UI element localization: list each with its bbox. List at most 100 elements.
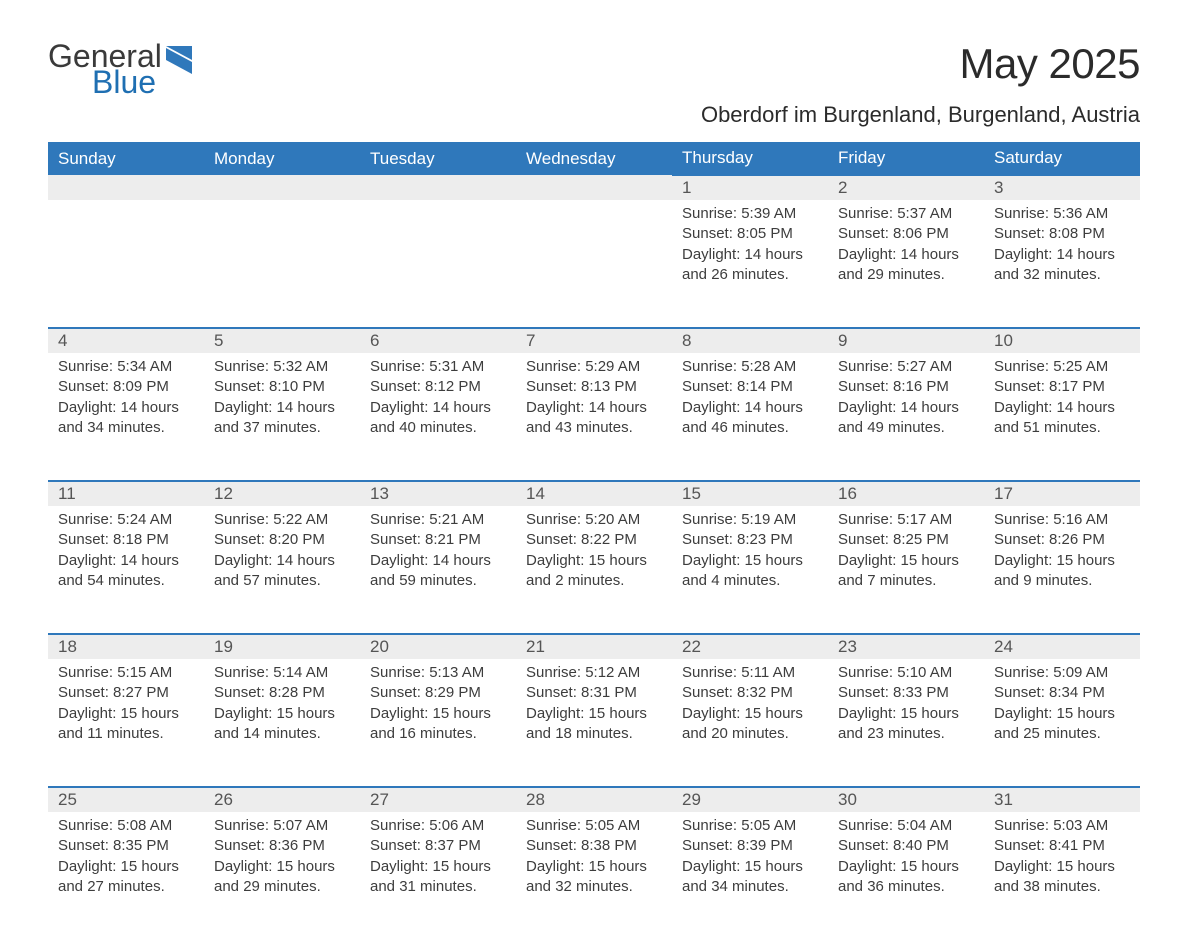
day-day2: and 43 minutes. bbox=[526, 418, 662, 438]
day-day1: Daylight: 14 hours bbox=[58, 551, 194, 571]
day-cell: Sunrise: 5:06 AMSunset: 8:37 PMDaylight:… bbox=[360, 812, 516, 940]
day-day2: and 34 minutes. bbox=[58, 418, 194, 438]
day-sunset: Sunset: 8:06 PM bbox=[838, 224, 974, 244]
logo: General Blue bbox=[48, 40, 206, 98]
month-title: May 2025 bbox=[701, 40, 1140, 88]
day-header-row: Sunday Monday Tuesday Wednesday Thursday… bbox=[48, 142, 1140, 175]
data-row: Sunrise: 5:24 AMSunset: 8:18 PMDaylight:… bbox=[48, 506, 1140, 634]
day-sunrise: Sunrise: 5:20 AM bbox=[526, 510, 662, 530]
day-cell: Sunrise: 5:25 AMSunset: 8:17 PMDaylight:… bbox=[984, 353, 1140, 481]
day-number: 28 bbox=[516, 787, 672, 812]
day-cell: Sunrise: 5:22 AMSunset: 8:20 PMDaylight:… bbox=[204, 506, 360, 634]
day-sunrise: Sunrise: 5:29 AM bbox=[526, 357, 662, 377]
day-sunrise: Sunrise: 5:12 AM bbox=[526, 663, 662, 683]
day-day2: and 34 minutes. bbox=[682, 877, 818, 897]
day-day1: Daylight: 15 hours bbox=[682, 551, 818, 571]
day-sunrise: Sunrise: 5:16 AM bbox=[994, 510, 1130, 530]
day-day1: Daylight: 15 hours bbox=[838, 704, 974, 724]
day-sunset: Sunset: 8:29 PM bbox=[370, 683, 506, 703]
day-sunset: Sunset: 8:16 PM bbox=[838, 377, 974, 397]
day-day1: Daylight: 14 hours bbox=[214, 398, 350, 418]
logo-flag-icon bbox=[166, 46, 206, 74]
day-day1: Daylight: 15 hours bbox=[370, 704, 506, 724]
day-number: 5 bbox=[204, 328, 360, 353]
day-header: Wednesday bbox=[516, 142, 672, 175]
day-sunrise: Sunrise: 5:37 AM bbox=[838, 204, 974, 224]
day-sunset: Sunset: 8:13 PM bbox=[526, 377, 662, 397]
day-day2: and 36 minutes. bbox=[838, 877, 974, 897]
day-number bbox=[204, 175, 360, 200]
day-cell: Sunrise: 5:08 AMSunset: 8:35 PMDaylight:… bbox=[48, 812, 204, 940]
daynum-row: 25262728293031 bbox=[48, 787, 1140, 812]
day-sunset: Sunset: 8:21 PM bbox=[370, 530, 506, 550]
day-sunrise: Sunrise: 5:03 AM bbox=[994, 816, 1130, 836]
day-number: 25 bbox=[48, 787, 204, 812]
day-cell: Sunrise: 5:17 AMSunset: 8:25 PMDaylight:… bbox=[828, 506, 984, 634]
day-sunset: Sunset: 8:14 PM bbox=[682, 377, 818, 397]
day-day1: Daylight: 15 hours bbox=[58, 857, 194, 877]
day-day2: and 38 minutes. bbox=[994, 877, 1130, 897]
day-number: 9 bbox=[828, 328, 984, 353]
day-cell: Sunrise: 5:05 AMSunset: 8:39 PMDaylight:… bbox=[672, 812, 828, 940]
data-row: Sunrise: 5:15 AMSunset: 8:27 PMDaylight:… bbox=[48, 659, 1140, 787]
day-cell: Sunrise: 5:34 AMSunset: 8:09 PMDaylight:… bbox=[48, 353, 204, 481]
day-day1: Daylight: 14 hours bbox=[526, 398, 662, 418]
day-sunset: Sunset: 8:36 PM bbox=[214, 836, 350, 856]
day-sunrise: Sunrise: 5:32 AM bbox=[214, 357, 350, 377]
day-day2: and 20 minutes. bbox=[682, 724, 818, 744]
day-day2: and 16 minutes. bbox=[370, 724, 506, 744]
day-day1: Daylight: 15 hours bbox=[838, 857, 974, 877]
day-day1: Daylight: 15 hours bbox=[994, 857, 1130, 877]
day-cell: Sunrise: 5:20 AMSunset: 8:22 PMDaylight:… bbox=[516, 506, 672, 634]
day-day2: and 46 minutes. bbox=[682, 418, 818, 438]
day-cell: Sunrise: 5:12 AMSunset: 8:31 PMDaylight:… bbox=[516, 659, 672, 787]
day-header: Friday bbox=[828, 142, 984, 175]
day-sunset: Sunset: 8:40 PM bbox=[838, 836, 974, 856]
day-cell: Sunrise: 5:03 AMSunset: 8:41 PMDaylight:… bbox=[984, 812, 1140, 940]
logo-text-block: General Blue bbox=[48, 40, 162, 98]
day-day1: Daylight: 15 hours bbox=[994, 551, 1130, 571]
day-cell bbox=[360, 200, 516, 328]
day-day1: Daylight: 15 hours bbox=[214, 857, 350, 877]
day-sunset: Sunset: 8:05 PM bbox=[682, 224, 818, 244]
day-number: 23 bbox=[828, 634, 984, 659]
day-sunset: Sunset: 8:35 PM bbox=[58, 836, 194, 856]
logo-blue: Blue bbox=[92, 66, 162, 98]
day-day1: Daylight: 14 hours bbox=[838, 245, 974, 265]
day-sunset: Sunset: 8:41 PM bbox=[994, 836, 1130, 856]
day-day1: Daylight: 14 hours bbox=[370, 551, 506, 571]
day-day2: and 9 minutes. bbox=[994, 571, 1130, 591]
day-sunrise: Sunrise: 5:04 AM bbox=[838, 816, 974, 836]
day-day2: and 49 minutes. bbox=[838, 418, 974, 438]
day-day1: Daylight: 15 hours bbox=[526, 704, 662, 724]
day-day1: Daylight: 15 hours bbox=[682, 857, 818, 877]
day-day2: and 54 minutes. bbox=[58, 571, 194, 591]
day-day1: Daylight: 14 hours bbox=[682, 398, 818, 418]
daynum-row: 11121314151617 bbox=[48, 481, 1140, 506]
day-sunrise: Sunrise: 5:13 AM bbox=[370, 663, 506, 683]
day-sunset: Sunset: 8:10 PM bbox=[214, 377, 350, 397]
day-cell: Sunrise: 5:31 AMSunset: 8:12 PMDaylight:… bbox=[360, 353, 516, 481]
day-day1: Daylight: 14 hours bbox=[682, 245, 818, 265]
day-sunset: Sunset: 8:37 PM bbox=[370, 836, 506, 856]
day-sunrise: Sunrise: 5:28 AM bbox=[682, 357, 818, 377]
day-sunset: Sunset: 8:09 PM bbox=[58, 377, 194, 397]
day-sunrise: Sunrise: 5:31 AM bbox=[370, 357, 506, 377]
day-sunrise: Sunrise: 5:06 AM bbox=[370, 816, 506, 836]
day-sunset: Sunset: 8:12 PM bbox=[370, 377, 506, 397]
day-sunrise: Sunrise: 5:15 AM bbox=[58, 663, 194, 683]
day-cell: Sunrise: 5:37 AMSunset: 8:06 PMDaylight:… bbox=[828, 200, 984, 328]
day-cell: Sunrise: 5:19 AMSunset: 8:23 PMDaylight:… bbox=[672, 506, 828, 634]
day-sunset: Sunset: 8:32 PM bbox=[682, 683, 818, 703]
day-number: 3 bbox=[984, 175, 1140, 200]
day-header: Thursday bbox=[672, 142, 828, 175]
day-cell bbox=[48, 200, 204, 328]
day-cell: Sunrise: 5:10 AMSunset: 8:33 PMDaylight:… bbox=[828, 659, 984, 787]
day-number: 14 bbox=[516, 481, 672, 506]
day-cell: Sunrise: 5:32 AMSunset: 8:10 PMDaylight:… bbox=[204, 353, 360, 481]
day-sunrise: Sunrise: 5:25 AM bbox=[994, 357, 1130, 377]
day-sunset: Sunset: 8:18 PM bbox=[58, 530, 194, 550]
day-day2: and 32 minutes. bbox=[526, 877, 662, 897]
day-cell bbox=[204, 200, 360, 328]
day-sunset: Sunset: 8:33 PM bbox=[838, 683, 974, 703]
